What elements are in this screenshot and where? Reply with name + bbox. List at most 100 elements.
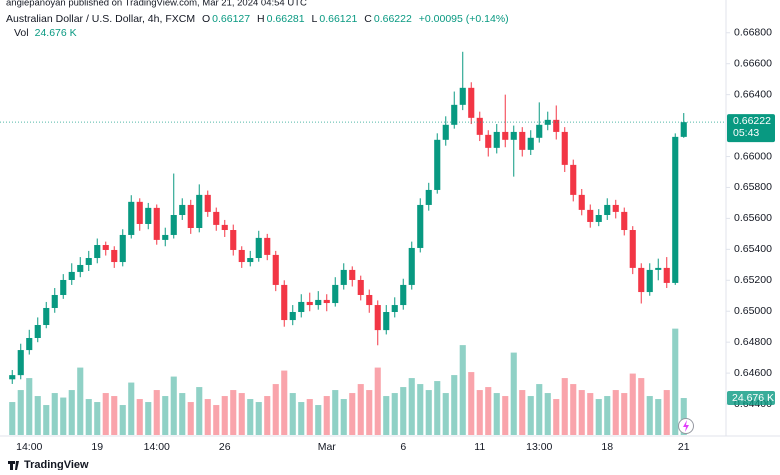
candle-body	[425, 189, 432, 205]
volume-value: 24.676 K	[35, 27, 77, 39]
candle-body	[340, 269, 347, 285]
ohlc-key: C	[364, 13, 372, 25]
candle-body	[281, 284, 288, 321]
volume-bar	[289, 393, 296, 435]
candle-body	[570, 164, 577, 195]
ohlc-key: L	[312, 13, 318, 25]
candle-body	[612, 204, 619, 212]
candle-body	[119, 234, 126, 263]
volume-bar	[298, 402, 305, 435]
volume-bar	[680, 398, 687, 435]
candle-body	[391, 305, 398, 313]
candle-body	[187, 204, 194, 228]
volume-bar	[553, 399, 560, 435]
x-tick-label: 13:00	[526, 441, 552, 453]
candle-body	[544, 119, 551, 125]
candle-body	[595, 215, 602, 222]
candle-body	[672, 136, 679, 283]
volume-bar	[111, 396, 118, 435]
candle-body	[60, 279, 67, 295]
volume-bar	[238, 393, 245, 435]
candle-body	[230, 230, 237, 250]
volume-bar	[646, 396, 653, 435]
candle-body	[408, 247, 415, 285]
candle-body	[468, 87, 475, 118]
ohlc-value: 0.66281	[267, 13, 305, 25]
volume-bar	[119, 405, 126, 435]
icon-bolt[interactable]	[683, 420, 689, 432]
candle-body	[9, 375, 16, 380]
plot-area	[9, 51, 687, 435]
volume-bar	[485, 387, 492, 435]
volume-bar	[612, 390, 619, 435]
y-tick-label: 0.65800	[734, 181, 772, 193]
volume-bar	[332, 390, 339, 435]
volume-bar	[196, 387, 203, 435]
volume-bar	[306, 399, 313, 435]
volume-bar	[459, 345, 466, 435]
volume-bar	[366, 390, 373, 435]
volume-bar	[519, 390, 526, 435]
volume-bar	[451, 375, 458, 435]
volume-bar	[561, 378, 568, 435]
replay-icon[interactable]	[678, 418, 694, 434]
volume-bar	[187, 402, 194, 435]
volume-bar	[323, 396, 330, 435]
volume-bar	[391, 393, 398, 435]
volume-bar	[94, 402, 101, 435]
publisher-line: angiepanoyan published on TradingView.co…	[6, 0, 307, 9]
volume-bar	[247, 399, 254, 435]
volume-bar	[230, 390, 237, 435]
volume-bar	[153, 390, 160, 435]
candle-body	[527, 137, 534, 150]
candle-body	[162, 234, 169, 240]
candle-body	[128, 201, 135, 235]
x-tick-label: 18	[601, 441, 613, 453]
volume-bar	[408, 378, 415, 435]
candle-body	[26, 337, 33, 351]
volume-bar	[145, 402, 152, 435]
y-tick-label: 0.65000	[734, 305, 772, 317]
candle-body	[400, 284, 407, 306]
volume-bar	[255, 402, 262, 435]
candle-body	[493, 131, 500, 148]
volume-bar	[60, 397, 67, 435]
candle-body	[102, 245, 109, 250]
volume-bar	[621, 393, 628, 435]
volume-bar	[34, 396, 41, 435]
candle-body	[332, 284, 339, 304]
volume-bar	[434, 381, 441, 435]
volume-bar	[77, 367, 84, 435]
candle-body	[323, 299, 330, 304]
volume-bar	[26, 378, 33, 435]
volume-key: Vol	[14, 27, 29, 39]
volume-bar	[179, 393, 186, 435]
volume-bar	[204, 399, 211, 435]
x-tick-label: 21	[678, 441, 690, 453]
candle-body	[417, 204, 424, 248]
volume-label-box	[727, 391, 775, 406]
volume-legend: Vol 24.676 K	[14, 27, 77, 39]
volume-bar	[9, 402, 16, 435]
current-price-box	[727, 114, 775, 143]
candle-body	[536, 124, 543, 138]
candle-body	[298, 301, 305, 313]
volume-bar	[128, 382, 135, 435]
candle-body	[629, 230, 636, 268]
volume-bar	[383, 396, 390, 435]
candle-body	[655, 267, 662, 270]
candle-body	[51, 294, 58, 308]
volume-bar	[425, 390, 432, 435]
candle-body	[94, 245, 101, 259]
volume-bar	[213, 405, 220, 435]
volume-bar	[536, 384, 543, 435]
candle-body	[196, 194, 203, 228]
candle-body	[442, 124, 449, 140]
candle-body	[272, 254, 279, 285]
candle-body	[374, 305, 381, 331]
volume-bar	[442, 393, 449, 435]
candle-body	[519, 131, 526, 150]
volume-bar	[102, 393, 109, 435]
volume-bar	[357, 384, 364, 435]
